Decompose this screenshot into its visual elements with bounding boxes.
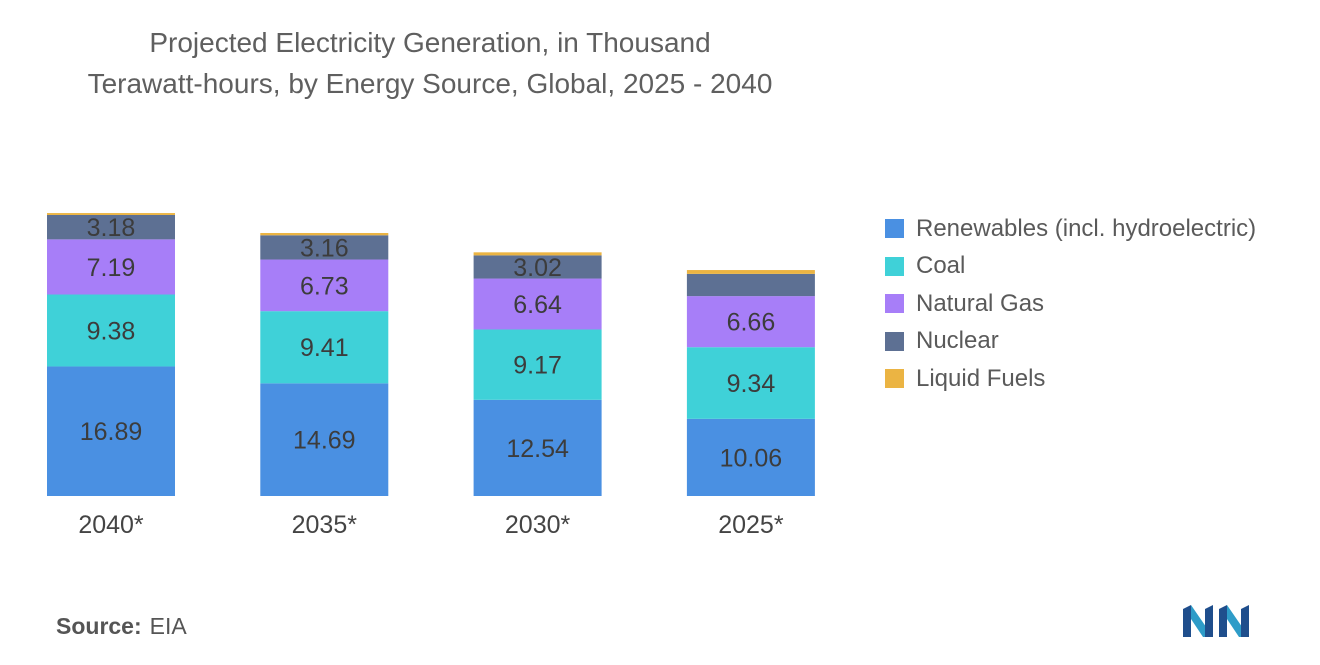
data-label-natural-gas-2025: 6.66 [727,309,776,337]
source-note: Source: EIA [56,613,187,640]
bar-segment-natural-gas-2035 [260,259,389,312]
legend-swatch-coal [885,256,904,276]
chart-title-line-2: Terawatt-hours, by Energy Source, Global… [87,68,773,99]
bar-segment-coal-2030 [473,329,602,400]
bar-segment-nuclear-2030 [473,255,602,279]
source-value: EIA [149,613,187,639]
data-label-nuclear-2030: 3.02 [513,254,562,282]
brand-logo-icon [1183,605,1249,637]
data-label-natural-gas-2030: 6.64 [513,291,562,319]
bar-segment-coal-2035 [260,311,389,384]
data-label-renewables-incl-hydroelectric-2025: 10.06 [720,444,783,472]
bar-segment-renewables-incl-hydroelectric-2025 [686,418,815,496]
bar-segment-coal-2040 [47,294,175,367]
legend-label-natural-gas: Natural Gas [916,289,1045,317]
data-label-renewables-incl-hydroelectric-2040: 16.89 [80,418,143,446]
legend-item-renewables-incl-hydroelectric: Renewables (incl. hydroelectric) [885,210,1256,248]
bar-segment-natural-gas-2025 [686,296,815,348]
legend-label-renewables-incl-hydroelectric: Renewables (incl. hydroelectric) [916,214,1257,242]
bar-segment-natural-gas-2040 [47,239,175,295]
x-tick-label-2040: 2040* [78,511,144,539]
bar-segment-nuclear-2035 [260,235,389,260]
legend-swatch-renewables-incl-hydroelectric [885,219,904,239]
bar-segment-liquid-fuels-2030 [473,252,602,256]
data-label-nuclear-2040: 3.18 [87,214,136,242]
legend-item-liquid-fuels: Liquid Fuels [885,360,1256,398]
legend-label-nuclear: Nuclear [916,327,999,355]
legend-label-liquid-fuels: Liquid Fuels [916,364,1046,392]
bar-segment-renewables-incl-hydroelectric-2040 [47,366,175,496]
x-tick-label-2030: 2030* [505,511,571,539]
data-label-coal-2040: 9.38 [87,317,136,345]
data-label-nuclear-2035: 3.16 [300,234,349,262]
data-label-renewables-incl-hydroelectric-2030: 12.54 [506,435,569,463]
source-label: Source: [56,613,142,639]
legend-swatch-natural-gas [885,294,904,314]
bar-segment-renewables-incl-hydroelectric-2030 [473,399,602,496]
legend-swatch-nuclear [885,331,904,351]
data-label-renewables-incl-hydroelectric-2035: 14.69 [293,427,356,455]
legend-item-coal: Coal [885,248,1256,286]
x-tick-label-2035: 2035* [292,511,358,539]
legend-item-natural-gas: Natural Gas [885,285,1256,323]
bar-segment-natural-gas-2030 [473,278,602,330]
chart-title: Projected Electricity Generation, in Tho… [30,22,830,104]
data-label-coal-2035: 9.41 [300,334,349,362]
data-label-natural-gas-2040: 7.19 [87,254,136,282]
bar-segment-liquid-fuels-2040 [47,213,175,215]
bar-segment-liquid-fuels-2035 [260,232,389,236]
data-label-coal-2030: 9.17 [513,352,562,380]
legend-swatch-liquid-fuels [885,369,904,389]
data-label-coal-2025: 9.34 [727,370,776,398]
bar-segment-liquid-fuels-2025 [686,270,815,274]
legend-item-nuclear: Nuclear [885,323,1256,361]
chart-title-line-1: Projected Electricity Generation, in Tho… [149,27,711,58]
x-tick-label-2025: 2025* [718,511,784,539]
legend-label-coal: Coal [916,252,966,280]
bar-segment-coal-2025 [686,347,815,419]
bar-segment-renewables-incl-hydroelectric-2035 [260,383,389,496]
data-label-natural-gas-2035: 6.73 [300,272,349,300]
chart-legend: Renewables (incl. hydroelectric) Coal Natu… [885,210,1256,398]
bar-segment-nuclear-2040 [47,214,175,240]
bar-segment-nuclear-2025 [686,273,815,297]
